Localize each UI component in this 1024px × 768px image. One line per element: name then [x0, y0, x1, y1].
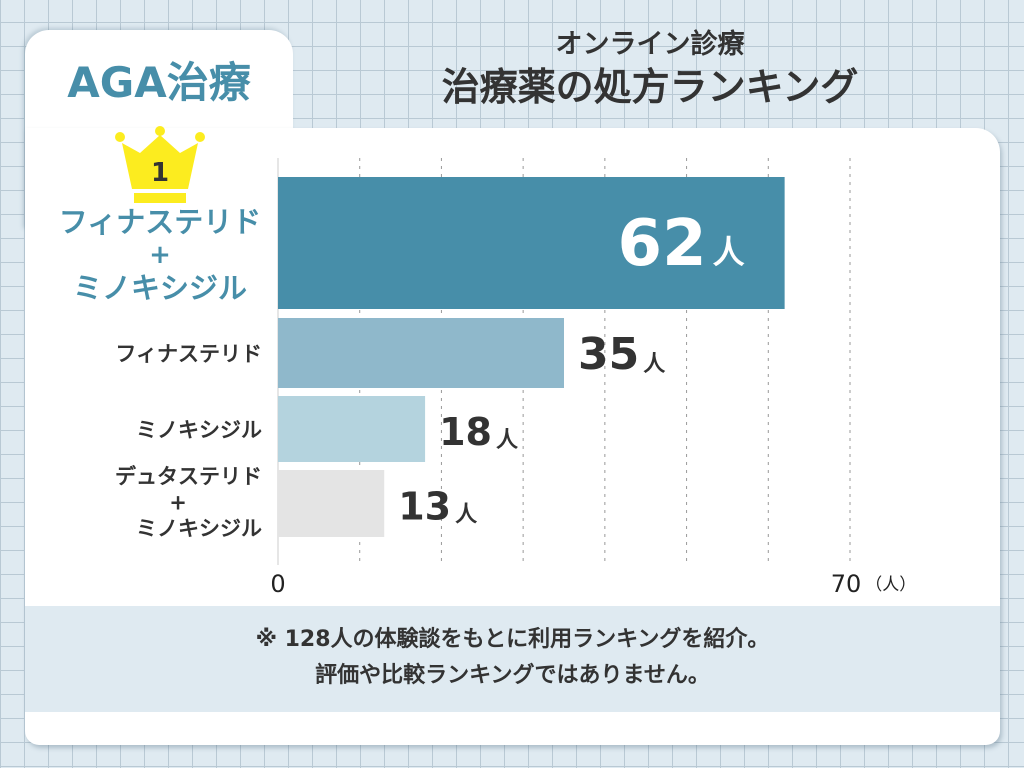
winner-name: フィナステリド + ミノキシジル — [40, 204, 280, 306]
x-tick-label: 0 — [270, 570, 285, 598]
chart-title: オンライン診療 治療薬の処方ランキング — [340, 28, 960, 110]
bar-2 — [278, 396, 426, 462]
category-label: + — [169, 491, 187, 515]
footnote-line1: ※ 128人の体験談をもとに利用ランキングを紹介。 — [255, 627, 770, 652]
category-label: デュタステリド — [115, 465, 262, 489]
category-label: ミノキシジル — [136, 418, 262, 442]
data-label: 35 — [578, 329, 639, 380]
data-label-unit: 人 — [643, 352, 665, 377]
crown-icon: 1 — [115, 126, 205, 203]
x-unit-label: （人） — [865, 575, 916, 595]
data-label-unit: 人 — [496, 428, 518, 453]
data-label: 18 — [439, 410, 492, 454]
bar-3 — [278, 470, 385, 537]
category-label: ミノキシジル — [136, 517, 262, 541]
title: 治療薬の処方ランキング — [441, 65, 859, 109]
rank-number: 1 — [151, 158, 169, 188]
winner-line1: フィナステリド — [58, 205, 262, 239]
bar-0 — [278, 177, 785, 309]
x-tick-label: 70 — [831, 570, 862, 598]
bar-1 — [278, 318, 564, 388]
winner-plus: + — [149, 240, 171, 270]
category-label: フィナステリド — [115, 342, 262, 366]
category-title: AGA治療 — [67, 58, 251, 107]
winner-line2: ミノキシジル — [72, 271, 247, 305]
data-label-unit: 人 — [713, 233, 745, 271]
footnote: ※ 128人の体験談をもとに利用ランキングを紹介。 評価や比較ランキングではあり… — [25, 606, 1000, 712]
data-label: 62 — [618, 207, 707, 281]
data-label: 13 — [398, 485, 451, 529]
data-label-unit: 人 — [455, 503, 477, 528]
footnote-line2: 評価や比較ランキングではありません。 — [315, 663, 710, 688]
subtitle: オンライン診療 — [555, 29, 745, 60]
